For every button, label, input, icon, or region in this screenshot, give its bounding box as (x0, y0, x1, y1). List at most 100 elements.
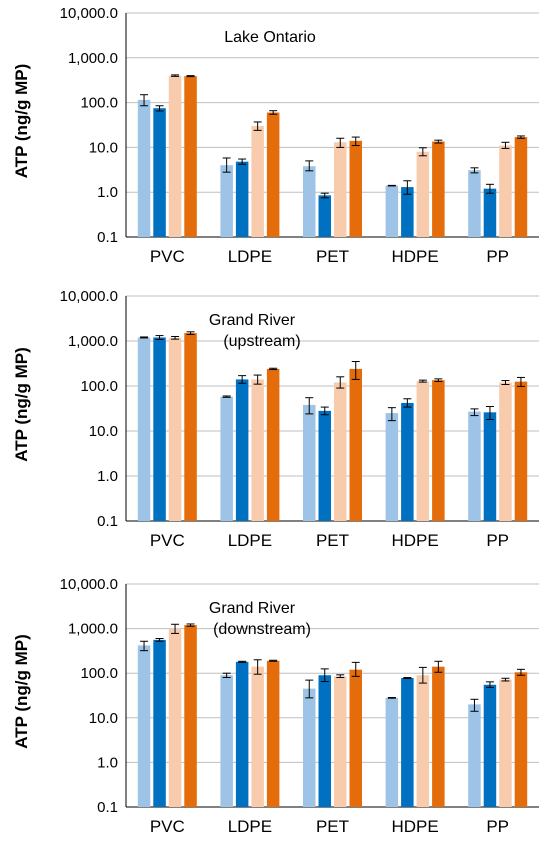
bar (303, 688, 316, 807)
error-bar (485, 406, 494, 421)
error-bar (320, 406, 329, 416)
x-tick-label: PP (486, 247, 509, 266)
bar (334, 142, 347, 237)
error-bar (186, 331, 195, 335)
bar (401, 187, 414, 237)
bar (168, 75, 182, 237)
error-bar (418, 379, 427, 383)
y-tick-label: 100.0 (80, 378, 118, 395)
bar (168, 337, 182, 521)
y-tick-label: 10.0 (89, 423, 118, 440)
x-tick-label: PET (316, 531, 349, 550)
x-tick-label: PP (486, 817, 509, 836)
x-tick-label: LDPE (228, 247, 272, 266)
bar (137, 99, 151, 237)
y-tick-label: 1,000.0 (68, 50, 118, 67)
bar (483, 412, 497, 521)
error-bar (351, 361, 360, 380)
error-bar (501, 380, 510, 385)
panel-subtitle: (downstream) (213, 621, 311, 638)
error-bar (140, 94, 149, 107)
error-bar (305, 397, 314, 415)
chart-svg-1: 10,000.0 1,000.0 100.0 10.0 1.0 0.1 ATP (ng/g … (12, 5, 539, 266)
error-bar (387, 184, 396, 187)
bar (220, 165, 233, 237)
bar (168, 628, 182, 807)
error-bar (186, 623, 195, 627)
error-bar (351, 136, 360, 147)
error-bar (269, 659, 278, 662)
error-bar (140, 336, 149, 339)
bar (499, 679, 512, 807)
bar (235, 379, 249, 521)
bar (514, 381, 528, 521)
bar (385, 413, 399, 521)
bar (468, 170, 481, 237)
panel-title: Grand River (209, 312, 296, 329)
bar (432, 666, 445, 807)
error-bar (516, 376, 525, 387)
error-bar (434, 660, 443, 673)
panel-subtitle: (upstream) (223, 333, 300, 350)
error-bar (222, 157, 231, 173)
y-tick-label: 0.1 (97, 799, 118, 816)
y-tick-label: 10,000.0 (60, 288, 118, 305)
bar (266, 112, 280, 237)
y-tick-label: 1.0 (97, 754, 118, 771)
error-bar (351, 661, 360, 677)
error-bar (305, 679, 314, 699)
y-tick-label: 0.1 (97, 513, 118, 530)
error-bar (403, 398, 412, 408)
error-bar (336, 674, 345, 679)
bar (334, 382, 347, 521)
chart-panel-1: 10,000.0 1,000.0 100.0 10.0 1.0 0.1 ATP (ng/g … (0, 0, 550, 283)
bar (468, 411, 481, 521)
error-bar (501, 141, 510, 149)
error-bar (387, 697, 396, 699)
bar (416, 151, 430, 237)
bar (416, 675, 430, 807)
error-bar (171, 74, 180, 77)
bar (153, 337, 166, 521)
bar (266, 660, 280, 807)
error-bar (140, 640, 149, 652)
bar (416, 381, 430, 521)
error-bar (418, 666, 427, 684)
bar (220, 675, 233, 807)
error-bar (434, 378, 443, 382)
bar (318, 195, 331, 237)
bar (184, 333, 197, 521)
y-tick-label: 1,000.0 (68, 333, 118, 350)
y-tick-label: 10,000.0 (60, 576, 118, 593)
y-tick-label: 1,000.0 (68, 621, 118, 638)
error-bar (470, 408, 479, 417)
error-bar (222, 672, 231, 679)
x-tick-label: HDPE (391, 531, 438, 550)
x-tick-label: LDPE (228, 817, 272, 836)
y-tick-label: 1.0 (97, 184, 118, 201)
bar (318, 410, 331, 521)
error-bar (336, 376, 345, 389)
bar (349, 140, 362, 237)
error-bar (155, 105, 164, 112)
bar (235, 161, 249, 237)
bar (499, 382, 512, 521)
x-tick-label: PET (316, 247, 349, 266)
bar (349, 669, 362, 807)
y-tick-label: 1.0 (97, 468, 118, 485)
error-bar (253, 659, 262, 675)
x-tick-label: LDPE (228, 531, 272, 550)
bar (184, 625, 197, 807)
error-bar (516, 668, 525, 676)
bar (220, 396, 233, 521)
error-bar (253, 121, 262, 131)
bar (318, 675, 331, 807)
error-bar (470, 698, 479, 712)
error-bar (470, 167, 479, 174)
error-bar (269, 110, 278, 115)
error-bar (238, 158, 247, 165)
bar (153, 108, 166, 237)
bar (483, 684, 497, 807)
bar (432, 380, 445, 521)
x-tick-label: PET (316, 817, 349, 836)
